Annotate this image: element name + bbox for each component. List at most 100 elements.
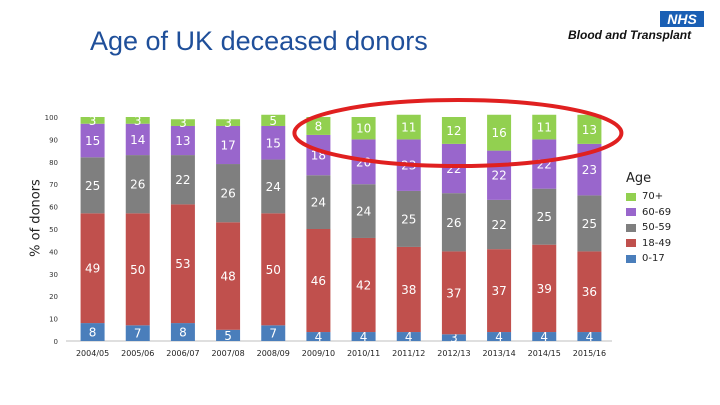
data-label: 13 (175, 134, 190, 148)
legend-item: 50-59 (626, 220, 671, 236)
bar-segment (441, 251, 466, 335)
bar-segment (261, 213, 286, 326)
bar-segment (261, 325, 286, 341)
bar-segment (170, 119, 195, 126)
bar-segment (125, 117, 150, 124)
bar-segment (125, 325, 150, 341)
y-tick-label: 80 (49, 159, 58, 167)
data-label: 17 (220, 139, 235, 153)
data-label: 22 (491, 218, 506, 232)
x-tick-label: 2013/14 (482, 349, 515, 358)
bar-segment (487, 332, 512, 341)
data-label: 3 (450, 331, 458, 345)
bar-segment (577, 332, 602, 341)
bar-segment (577, 195, 602, 252)
legend-label: 50-59 (642, 222, 672, 234)
data-label: 15 (85, 134, 100, 148)
bar-segment (396, 114, 421, 140)
y-tick-label: 70 (49, 181, 58, 189)
bar-segment (351, 117, 376, 140)
bar-segment (351, 237, 376, 333)
legend-item: 60-69 (626, 205, 671, 221)
x-tick-label: 2010/11 (347, 349, 380, 358)
highlight-ellipse (292, 98, 624, 168)
bar-segment (441, 334, 466, 341)
data-label: 53 (175, 257, 190, 271)
bar-segment (532, 188, 557, 245)
bar-segment (396, 332, 421, 341)
data-label: 24 (311, 196, 326, 210)
legend-label: 70+ (642, 191, 664, 203)
bar-segment (170, 323, 195, 341)
bar-segment (351, 184, 376, 238)
legend-item: 70+ (626, 189, 671, 205)
legend-swatch (626, 192, 636, 201)
bar-segment (306, 175, 331, 229)
data-label: 22 (175, 173, 190, 187)
y-tick-label: 40 (49, 248, 58, 256)
data-label: 4 (540, 330, 548, 344)
bar-segment (441, 143, 466, 194)
y-tick-label: 10 (49, 316, 58, 324)
data-label: 3 (134, 114, 142, 128)
data-label: 25 (401, 212, 416, 226)
legend-label: 18-49 (642, 237, 672, 249)
data-label: 25 (582, 217, 597, 231)
bar-segment (487, 114, 512, 151)
data-label: 42 (356, 279, 371, 293)
bar-segment (306, 332, 331, 341)
bar-segment (532, 332, 557, 341)
data-label: 8 (315, 119, 323, 133)
data-label: 7 (134, 327, 142, 341)
bar-segment (487, 199, 512, 250)
data-label: 50 (130, 263, 145, 277)
data-label: 22 (491, 169, 506, 183)
bar-segment (170, 155, 195, 205)
y-tick-label: 0 (54, 338, 58, 346)
data-label: 11 (537, 121, 552, 135)
data-label: 4 (586, 330, 594, 344)
data-label: 15 (266, 136, 281, 150)
bar-segment (306, 229, 331, 333)
data-label: 4 (495, 330, 503, 344)
data-label: 37 (446, 286, 461, 300)
legend-swatch (626, 239, 636, 248)
data-label: 36 (582, 285, 597, 299)
data-label: 26 (220, 187, 235, 201)
bar-segment (80, 117, 105, 124)
bar-segment (261, 159, 286, 214)
x-tick-label: 2004/05 (76, 349, 109, 358)
data-label: 13 (582, 123, 597, 137)
logo-organisation-name: Blood and Transplant (568, 28, 692, 42)
data-label: 37 (491, 284, 506, 298)
bar-segment (577, 114, 602, 144)
legend-swatch (626, 208, 636, 217)
legend-label: 60-69 (642, 206, 672, 218)
data-label: 3 (179, 116, 187, 130)
x-tick-label: 2011/12 (392, 349, 425, 358)
data-label: 4 (360, 330, 368, 344)
bar-segment (80, 123, 105, 158)
data-label: 46 (311, 274, 326, 288)
data-label: 26 (130, 178, 145, 192)
legend-swatch (626, 254, 636, 263)
x-tick-label: 2015/16 (573, 349, 606, 358)
bar-segment (125, 123, 150, 156)
x-tick-label: 2009/10 (302, 349, 335, 358)
data-label: 12 (446, 124, 461, 138)
nhs-logo: NHS (660, 11, 704, 27)
data-label: 8 (179, 326, 187, 340)
bar-segment (441, 193, 466, 252)
x-tick-label: 2008/09 (257, 349, 290, 358)
bar-segment (487, 249, 512, 333)
data-label: 26 (446, 216, 461, 230)
legend-title: Age (626, 171, 652, 186)
bar-segment (577, 251, 602, 333)
bar-segment (125, 155, 150, 214)
y-tick-label: 100 (45, 114, 58, 122)
y-tick-label: 30 (49, 271, 58, 279)
legend-items: 70+ 60-69 50-59 18-49 0-17 (626, 189, 671, 267)
bar-segment (80, 157, 105, 214)
data-label: 39 (537, 282, 552, 296)
bar-segment (396, 190, 421, 247)
